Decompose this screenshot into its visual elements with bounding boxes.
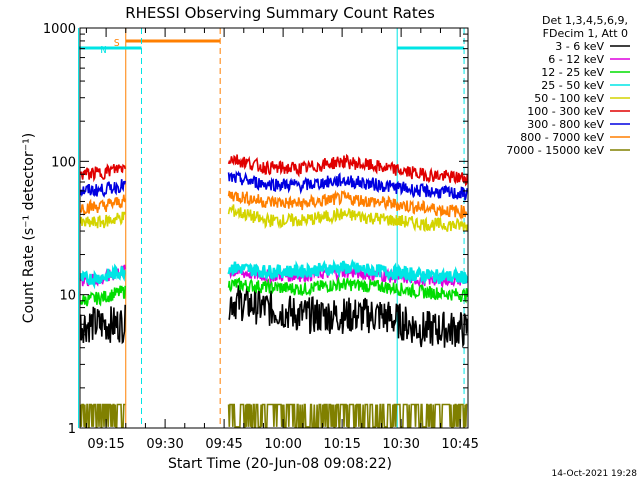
series-line-100-300keV	[79, 153, 468, 187]
legend-item: 6 - 12 keV	[548, 53, 630, 66]
legend-header-line: Det 1,3,4,5,6,9,	[542, 14, 628, 27]
legend-label: 100 - 300 keV	[527, 105, 604, 118]
attenuator-annotation-0: S	[114, 28, 221, 428]
legend-item: 7000 - 15000 keV	[506, 144, 630, 157]
y-tick-label: 1000	[43, 22, 76, 37]
series-line-12-25keV	[79, 275, 468, 307]
legend-label: 25 - 50 keV	[541, 79, 604, 92]
footer-timestamp: 14-Oct-2021 19:28	[552, 469, 638, 479]
series-line-300-800keV	[79, 170, 468, 201]
y-tick-label: 10	[59, 289, 76, 304]
x-tick-label: 09:15	[87, 437, 124, 452]
legend-item: 12 - 25 keV	[541, 66, 630, 79]
x-tick-label: 09:30	[146, 437, 183, 452]
series-line-3-6keV	[79, 285, 468, 349]
attenuator-annotation-1: N	[78, 28, 142, 428]
legend-item: 3 - 6 keV	[555, 40, 630, 53]
series-line-7000-15000keV	[79, 403, 468, 428]
legend-item: 800 - 7000 keV	[520, 131, 630, 144]
x-axis-label: Start Time (20-Jun-08 09:08:22)	[168, 456, 392, 472]
annotation-label-s: S	[114, 38, 120, 49]
legend-item: 50 - 100 keV	[534, 92, 630, 105]
legend-label: 7000 - 15000 keV	[506, 144, 604, 157]
legend-label: 50 - 100 keV	[534, 92, 604, 105]
legend-label: 6 - 12 keV	[548, 53, 604, 66]
legend-item: 100 - 300 keV	[527, 105, 630, 118]
y-tick-label: 1	[68, 422, 76, 437]
legend-label: 12 - 25 keV	[541, 66, 604, 79]
y-tick-label: 100	[51, 155, 76, 170]
axes: 1 10 100 1000 09:15 09:30 09:45 10:00 10:15 10:30…	[43, 22, 479, 452]
series-line-50-100keV	[79, 204, 468, 233]
series-line-25-50keV	[79, 258, 469, 290]
legend-label: 3 - 6 keV	[555, 40, 604, 53]
y-axis-label: Count Rate (s⁻¹ detector⁻¹)	[21, 133, 37, 323]
annotation-label-n: N	[101, 45, 107, 56]
legend-label: 800 - 7000 keV	[520, 131, 604, 144]
legend-item: 300 - 800 keV	[527, 118, 630, 131]
plot-frame	[79, 27, 469, 429]
x-tick-label: 10:00	[264, 437, 301, 452]
legend: Det 1,3,4,5,6,9,FDecim 1, Att 03 - 6 keV…	[506, 14, 630, 157]
legend-header-line: FDecim 1, Att 0	[543, 27, 628, 40]
x-tick-label: 10:15	[323, 437, 360, 452]
legend-label: 300 - 800 keV	[527, 118, 604, 131]
plot-area: SN	[78, 28, 469, 428]
x-tick-label: 10:30	[382, 437, 419, 452]
series-line-800-7000keV	[79, 189, 468, 221]
chart-title: RHESSI Observing Summary Count Rates	[125, 4, 435, 22]
x-tick-label: 10:45	[441, 437, 478, 452]
x-tick-label: 09:45	[205, 437, 242, 452]
legend-item: 25 - 50 keV	[541, 79, 630, 92]
